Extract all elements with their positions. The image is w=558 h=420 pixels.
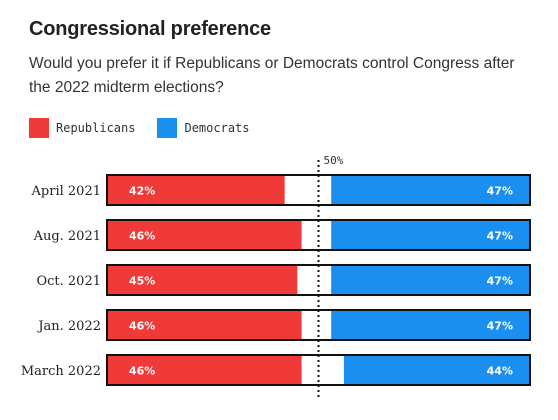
bar-democrats <box>331 220 530 250</box>
bar-republicans <box>107 310 302 340</box>
data-label-republicans: 46% <box>129 365 155 378</box>
bar-republicans <box>107 355 302 385</box>
category-label: Aug. 2021 <box>33 229 101 244</box>
data-label-democrats: 47% <box>487 185 513 198</box>
bar-democrats <box>331 175 530 205</box>
data-label-democrats: 44% <box>487 365 513 378</box>
legend-swatch-republicans <box>29 118 49 138</box>
legend-swatch-democrats <box>157 118 178 138</box>
bar-republicans <box>107 220 302 250</box>
legend-item-democrats: Democrats <box>157 118 250 138</box>
bar-democrats <box>331 310 530 340</box>
data-label-republicans: 46% <box>129 230 155 243</box>
data-label-democrats: 47% <box>487 275 513 288</box>
data-label-republicans: 45% <box>129 275 155 288</box>
data-label-democrats: 47% <box>487 320 513 333</box>
legend-item-republicans: Republicans <box>29 118 135 138</box>
bar-democrats <box>331 265 530 295</box>
category-label: March 2022 <box>21 364 101 379</box>
legend-label-republicans: Republicans <box>56 121 136 135</box>
bar-republicans <box>107 175 285 205</box>
reference-line-label: 50% <box>324 154 344 167</box>
category-label: Jan. 2022 <box>36 319 101 334</box>
category-label: Oct. 2021 <box>36 274 101 289</box>
category-label: April 2021 <box>31 184 101 199</box>
data-label-democrats: 47% <box>487 230 513 243</box>
bar-republicans <box>107 265 298 295</box>
chart-title: Congressional preference <box>29 18 271 40</box>
chart-subtitle: Would you prefer it if Republicans or De… <box>29 55 515 96</box>
bar-democrats <box>343 355 530 385</box>
legend: Republicans Democrats <box>29 118 272 138</box>
data-label-republicans: 46% <box>129 320 155 333</box>
data-label-republicans: 42% <box>129 185 155 198</box>
legend-label-democrats: Democrats <box>184 121 250 135</box>
